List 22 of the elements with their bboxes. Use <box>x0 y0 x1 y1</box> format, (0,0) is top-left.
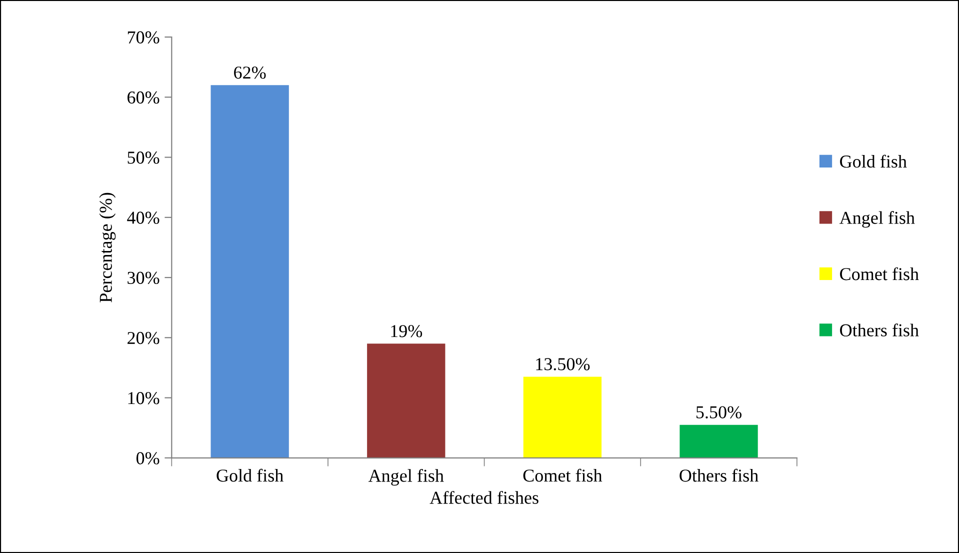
y-tick-label: 40% <box>127 212 160 224</box>
legend-label: Others fish <box>840 324 919 336</box>
x-tick-label: Gold fish <box>216 468 284 482</box>
legend-label: Comet fish <box>840 267 919 280</box>
data-label: 5.50% <box>696 406 742 418</box>
data-label: 62% <box>234 66 266 79</box>
x-tick-label: Angel fish <box>368 468 444 486</box>
legend-label: Gold fish <box>840 154 907 168</box>
y-tick-label: 50% <box>128 152 160 164</box>
y-tick-label: 70% <box>128 31 160 44</box>
y-tick-label: 20% <box>128 332 160 344</box>
y-tick-label: 30% <box>128 272 160 284</box>
x-axis-title: Affected fishes <box>430 490 538 504</box>
y-tick-label: 0% <box>136 452 160 464</box>
data-label: 13.50% <box>536 358 590 370</box>
x-tick-label: Comet fish <box>523 468 602 482</box>
data-label: 19% <box>391 325 422 338</box>
y-axis-title: Percentage (%) <box>99 192 116 302</box>
legend-label: Angel fish <box>839 211 915 228</box>
x-tick-label: Others fish <box>680 468 758 482</box>
y-tick-label: 10% <box>128 392 160 404</box>
y-tick-label: 60% <box>128 91 160 104</box>
